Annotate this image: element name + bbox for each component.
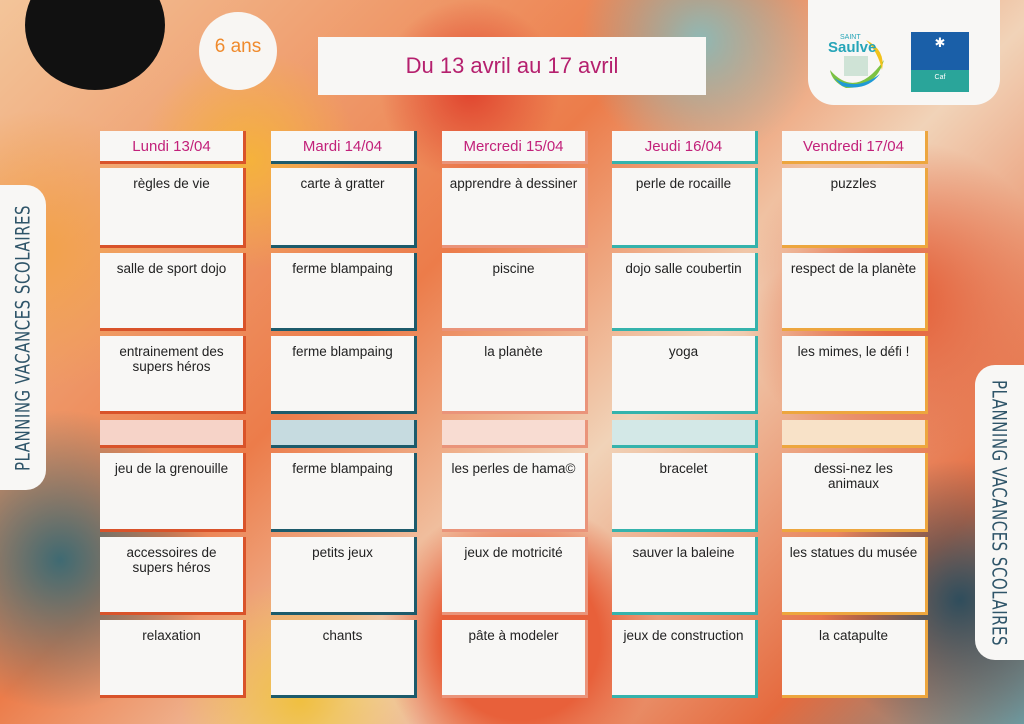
activity-cell: dessi-nez les animaux <box>782 453 928 532</box>
activity-cell: la catapulte <box>782 620 928 698</box>
activity-cell: les perles de hama© <box>442 453 588 532</box>
activity-cell: respect de la planète <box>782 253 928 331</box>
lunch-break-band <box>271 420 417 448</box>
activity-cell: chants <box>271 620 417 698</box>
side-label-text: PLANNING VACANCES SCOLAIRES <box>11 204 35 471</box>
activity-cell: salle de sport dojo <box>100 253 246 331</box>
lunch-break-band <box>442 420 588 448</box>
page-title: Du 13 avril au 17 avril <box>318 37 706 95</box>
age-badge: 6 ans <box>199 12 277 90</box>
activity-cell: puzzles <box>782 168 928 248</box>
activity-cell: ferme blampaing <box>271 336 417 414</box>
day-header: Jeudi 16/04 <box>612 131 758 164</box>
day-header: Mercredi 15/04 <box>442 131 588 164</box>
lunch-break-band <box>782 420 928 448</box>
activity-cell: bracelet <box>612 453 758 532</box>
side-label-right: PLANNING VACANCES SCOLAIRES <box>975 365 1024 660</box>
caf-people-icon: ✱ <box>934 35 946 50</box>
activity-cell: sauver la baleine <box>612 537 758 615</box>
day-header: Mardi 14/04 <box>271 131 417 164</box>
activity-cell: perle de rocaille <box>612 168 758 248</box>
activity-cell: petits jeux <box>271 537 417 615</box>
activity-cell: carte à gratter <box>271 168 417 248</box>
side-label-text: PLANNING VACANCES SCOLAIRES <box>987 379 1012 646</box>
activity-cell: ferme blampaing <box>271 453 417 532</box>
logo-text-small: SAINT <box>840 34 861 41</box>
activity-cell: les statues du musée <box>782 537 928 615</box>
activity-cell: jeu de la grenouille <box>100 453 246 532</box>
caf-logo: ✱ Caf <box>911 32 969 92</box>
decorative-black-circle <box>25 0 165 90</box>
activity-cell: piscine <box>442 253 588 331</box>
side-label-left: PLANNING VACANCES SCOLAIRES <box>0 185 46 490</box>
caf-logo-text: Caf <box>911 70 969 92</box>
lunch-break-band <box>100 420 246 448</box>
activity-cell: relaxation <box>100 620 246 698</box>
activity-cell: règles de vie <box>100 168 246 248</box>
day-header: Vendredi 17/04 <box>782 131 928 164</box>
day-header: Lundi 13/04 <box>100 131 246 164</box>
saint-saulve-logo: SAINT Saulve <box>828 34 884 88</box>
activity-cell: jeux de construction <box>612 620 758 698</box>
activity-cell: apprendre à dessiner <box>442 168 588 248</box>
activity-cell: ferme blampaing <box>271 253 417 331</box>
activity-cell: yoga <box>612 336 758 414</box>
activity-cell: entrainement des supers héros <box>100 336 246 414</box>
activity-cell: jeux de motricité <box>442 537 588 615</box>
activity-cell: dojo salle coubertin <box>612 253 758 331</box>
activity-cell: accessoires de supers héros <box>100 537 246 615</box>
activity-cell: la planète <box>442 336 588 414</box>
activity-cell: pâte à modeler <box>442 620 588 698</box>
lunch-break-band <box>612 420 758 448</box>
activity-cell: les mimes, le défi ! <box>782 336 928 414</box>
logo-text-big: Saulve <box>828 39 876 56</box>
